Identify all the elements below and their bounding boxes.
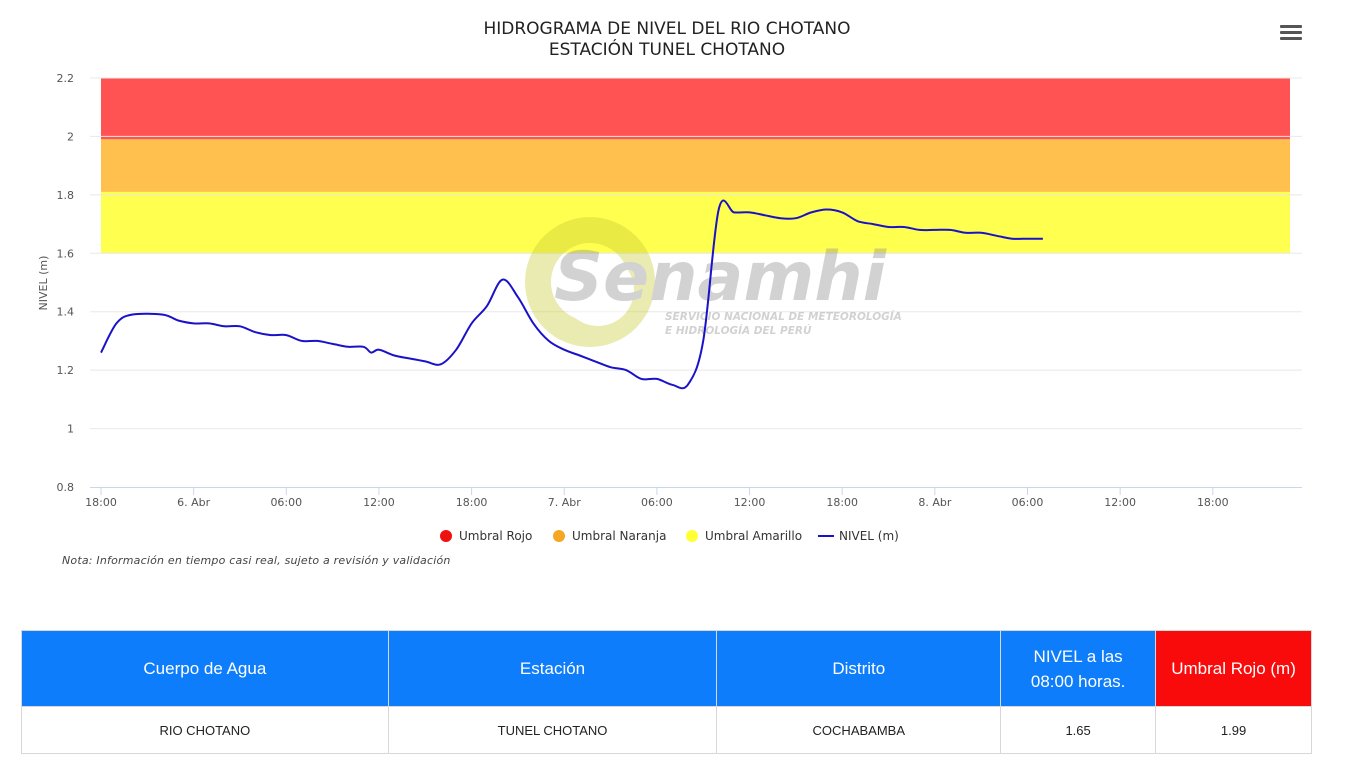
band-umbral-naranja: [101, 139, 1290, 192]
header-cuerpo-de-agua: Cuerpo de Agua: [21, 630, 389, 707]
watermark-brand: Senamhi: [554, 238, 888, 317]
sun-logo-center: [562, 254, 634, 326]
legend-symbol-umbral-rojo: [440, 530, 452, 542]
cell-cuerpo-de-agua: RIO CHOTANO: [21, 706, 389, 754]
chart-subtitle: ESTACIÓN TUNEL CHOTANO: [549, 38, 785, 60]
cell-estacion: TUNEL CHOTANO: [387, 706, 718, 754]
table-row: RIO CHOTANO TUNEL CHOTANO COCHABAMBA 1.6…: [21, 706, 1312, 754]
cell-umbral-rojo: 1.99: [1155, 706, 1312, 754]
chart-legend[interactable]: Umbral Rojo Umbral Naranja Umbral Amarillo…: [440, 529, 899, 543]
cell-nivel: 1.65: [1000, 706, 1157, 754]
x-tick-label: 18:00: [456, 496, 488, 509]
watermark-line2: E HIDROLOGÍA DEL PERÚ: [665, 324, 812, 337]
legend-label-umbral-rojo: Umbral Rojo: [459, 529, 532, 543]
legend-symbol-umbral-amarillo: [686, 530, 698, 542]
threshold-bands: [101, 78, 1290, 254]
table-header-row: Cuerpo de Agua Estación Distrito NIVEL a…: [21, 630, 1312, 707]
hamburger-menu-icon[interactable]: [1278, 22, 1304, 44]
series-line-nivel-m: [100, 199, 1043, 390]
x-tick-label: 06:00: [270, 496, 302, 509]
x-tick-label: 7. Abr: [548, 496, 581, 509]
x-tick-label: 18:00: [826, 496, 858, 509]
x-axis: 18:00 6. Abr 06:00 12:00 18:00 7. Abr 06:00 12:…: [85, 487, 1302, 509]
y-axis-label: NIVEL (m): [37, 256, 50, 311]
legend-label-nivel-m: NIVEL (m): [839, 529, 899, 543]
y-tick-label: 1.2: [57, 364, 75, 377]
sun-logo-icon: [525, 217, 655, 347]
y-tick-label: 0.8: [57, 481, 75, 494]
y-tick-label: 1.6: [57, 247, 75, 260]
y-tick-label: 2: [67, 130, 74, 143]
legend-label-umbral-amarillo: Umbral Amarillo: [705, 529, 802, 543]
legend-symbol-umbral-naranja: [553, 530, 565, 542]
senamhi-watermark: Senamhi SERVICIO NACIONAL DE METEOROLOGÍ…: [525, 217, 902, 347]
x-tick-label: 6. Abr: [177, 496, 210, 509]
x-tick-label: 12:00: [734, 496, 766, 509]
header-nivel-line2: 08:00 horas.: [1030, 671, 1126, 691]
band-umbral-amarillo: [101, 191, 1290, 254]
header-estacion: Estación: [387, 630, 718, 707]
menu-bar-middle: [1280, 31, 1302, 34]
header-umbral-rojo: Umbral Rojo (m): [1155, 630, 1312, 707]
x-tick-label: 12:00: [1104, 496, 1136, 509]
legend-label-umbral-naranja: Umbral Naranja: [572, 529, 666, 543]
station-info-table: Cuerpo de Agua Estación Distrito NIVEL a…: [21, 630, 1312, 754]
y-tick-label: 2.2: [57, 72, 75, 85]
x-tick-label: 18:00: [1197, 496, 1229, 509]
band-umbral-rojo: [101, 78, 1290, 140]
x-tick-label: 8. Abr: [918, 496, 951, 509]
chart-note: Nota: Información en tiempo casi real, s…: [62, 554, 451, 567]
series-nivel: [100, 199, 1043, 390]
x-tick-label: 06:00: [641, 496, 673, 509]
header-nivel: NIVEL a las 08:00 horas.: [1000, 630, 1157, 707]
hydrograph-chart: HIDROGRAMA DE NIVEL DEL RIO CHOTANO ESTA…: [37, 19, 1302, 543]
chart-title: HIDROGRAMA DE NIVEL DEL RIO CHOTANO: [483, 19, 850, 39]
header-distrito: Distrito: [716, 630, 1002, 707]
x-tick-label: 12:00: [363, 496, 395, 509]
x-tick-label: 18:00: [85, 496, 117, 509]
cell-distrito: COCHABAMBA: [716, 706, 1002, 754]
menu-bar-top: [1280, 25, 1302, 28]
y-tick-label: 1.8: [57, 189, 75, 202]
y-tick-label: 1.4: [57, 306, 75, 319]
watermark-line1: SERVICIO NACIONAL DE METEOROLOGÍA: [665, 310, 902, 323]
menu-bar-bottom: [1280, 37, 1302, 40]
header-nivel-line1: NIVEL a las: [1033, 646, 1123, 666]
y-tick-label: 1: [67, 423, 74, 436]
x-tick-label: 06:00: [1012, 496, 1044, 509]
y-axis: 0.8 1 1.2 1.4 1.6 1.8 2 2.2: [57, 72, 75, 494]
sun-logo-ring: [525, 217, 655, 347]
